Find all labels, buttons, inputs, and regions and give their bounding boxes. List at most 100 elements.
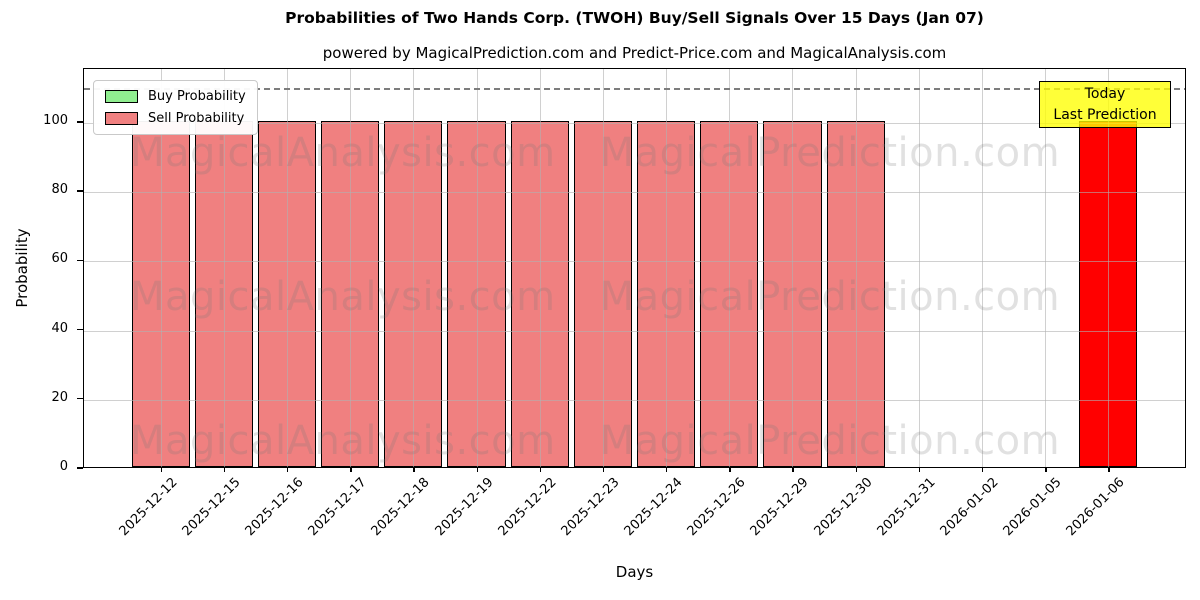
gridline-vertical (666, 69, 668, 467)
x-tick-label: 2026-01-05 (1000, 475, 1065, 540)
x-tick-label: 2025-12-16 (242, 475, 307, 540)
bar-slot: 2025-12-26 (685, 69, 761, 539)
gridline-vertical (160, 69, 162, 467)
threshold-dashed-line (84, 88, 1185, 90)
bar-slot: 2026-01-05 (1001, 69, 1077, 539)
bar (131, 120, 190, 467)
bar (384, 120, 443, 467)
x-tick-label: 2025-12-26 (684, 475, 749, 540)
bar-slot: 2025-12-18 (369, 69, 445, 539)
x-tick-mark (160, 467, 162, 472)
bar-slots: 2025-12-12 2025-12-15 2025-12-16 2025-12-17… (116, 69, 1140, 539)
legend-label: Buy Probability (148, 89, 246, 104)
x-tick-label: 2025-12-31 (874, 475, 939, 540)
bar (826, 120, 885, 467)
x-tick-label: 2026-01-02 (937, 475, 1002, 540)
plot-area: 2025-12-12 2025-12-15 2025-12-16 2025-12-17… (83, 68, 1186, 539)
x-tick-mark (792, 467, 794, 472)
legend-item: Sell Probability (105, 111, 246, 126)
x-tick-mark (413, 467, 415, 472)
x-tick-label: 2025-12-29 (748, 475, 813, 540)
gridline-horizontal (84, 330, 1185, 332)
gridline-vertical (792, 69, 794, 467)
gridline-horizontal (84, 261, 1185, 263)
bar-slot: 2025-12-29 (748, 69, 824, 539)
bar (700, 120, 759, 467)
x-tick-mark (1045, 467, 1047, 472)
x-tick-label: 2025-12-24 (621, 475, 686, 540)
bar (510, 120, 569, 467)
bar-slot: 2025-12-24 (622, 69, 698, 539)
x-tick-label: 2025-12-18 (368, 475, 433, 540)
gridline-horizontal (84, 399, 1185, 401)
gridline-vertical (350, 69, 352, 467)
y-tick-label: 40 (51, 320, 68, 336)
gridline-vertical (223, 69, 225, 467)
bar (637, 120, 696, 467)
legend: Buy Probability Sell Probability (93, 80, 258, 135)
bar-slot: 2025-12-12 (116, 69, 192, 539)
x-tick-mark (223, 467, 226, 472)
bar-slot: 2026-01-06 (1064, 69, 1140, 539)
x-tick-label: 2025-12-22 (495, 475, 560, 540)
x-tick-mark (286, 467, 289, 472)
y-tick-mark (77, 328, 83, 331)
x-tick-mark (350, 467, 352, 472)
y-tick-mark (77, 398, 83, 400)
y-tick-mark (77, 259, 83, 262)
x-tick-mark (918, 467, 921, 472)
x-tick-mark (539, 467, 542, 472)
x-axis-label: Days (615, 563, 654, 581)
bar-slot: 2026-01-02 (938, 69, 1013, 539)
gridline-vertical (413, 69, 415, 467)
gridline-horizontal (84, 122, 1185, 124)
x-tick-mark (666, 467, 668, 472)
bar (763, 120, 822, 467)
gridline-vertical (855, 69, 857, 467)
x-tick-mark (855, 467, 858, 472)
y-tick-label: 20 (51, 389, 68, 405)
gridline-vertical (1108, 69, 1110, 467)
gridline-vertical (729, 69, 731, 467)
bar-slot: 2025-12-19 (432, 69, 508, 539)
gridline-vertical (1045, 69, 1047, 467)
x-tick-label: 2025-12-23 (558, 475, 623, 540)
bar-slot: 2025-12-23 (558, 69, 634, 539)
x-tick-mark (1108, 467, 1110, 472)
x-tick-label: 2026-01-06 (1063, 475, 1129, 540)
x-tick-label: 2025-12-15 (179, 475, 244, 540)
gridline-vertical (476, 69, 478, 467)
x-tick-mark (602, 467, 605, 472)
gridline-vertical (602, 69, 604, 467)
y-tick-label: 0 (59, 459, 68, 474)
annotation-line: Last Prediction (1053, 106, 1157, 123)
legend-swatch-icon (105, 90, 138, 103)
bar (257, 120, 317, 467)
x-tick-label: 2025-12-12 (116, 475, 181, 540)
bar-slot: 2025-12-16 (243, 69, 318, 539)
y-tick-mark (77, 190, 83, 192)
bar-slot: 2025-12-31 (874, 69, 950, 539)
gridline-vertical (539, 69, 541, 467)
gridline-vertical (918, 69, 920, 467)
x-tick-label: 2025-12-17 (305, 475, 370, 540)
y-tick-mark (77, 467, 83, 469)
legend-swatch-icon (105, 112, 138, 125)
gridline-vertical (286, 69, 288, 467)
y-axis: 0 20 40 60 80 100 (0, 68, 83, 474)
x-tick-mark (476, 467, 478, 472)
legend-label: Sell Probability (148, 111, 245, 126)
bar-slot: 2025-12-30 (811, 69, 887, 539)
chart-subtitle: powered by MagicalPrediction.com and Pre… (322, 44, 947, 62)
bar (447, 120, 506, 467)
today-annotation: Today Last Prediction (1039, 81, 1171, 128)
legend-item: Buy Probability (105, 89, 246, 104)
chart-title: Probabilities of Two Hands Corp. (TWOH) … (285, 9, 984, 27)
gridline-vertical (982, 69, 984, 467)
y-tick-label: 80 (51, 182, 68, 198)
y-tick-label: 100 (43, 112, 68, 128)
gridline-horizontal (84, 192, 1185, 194)
y-tick-label: 60 (51, 251, 68, 267)
annotation-line: Today (1084, 86, 1126, 103)
